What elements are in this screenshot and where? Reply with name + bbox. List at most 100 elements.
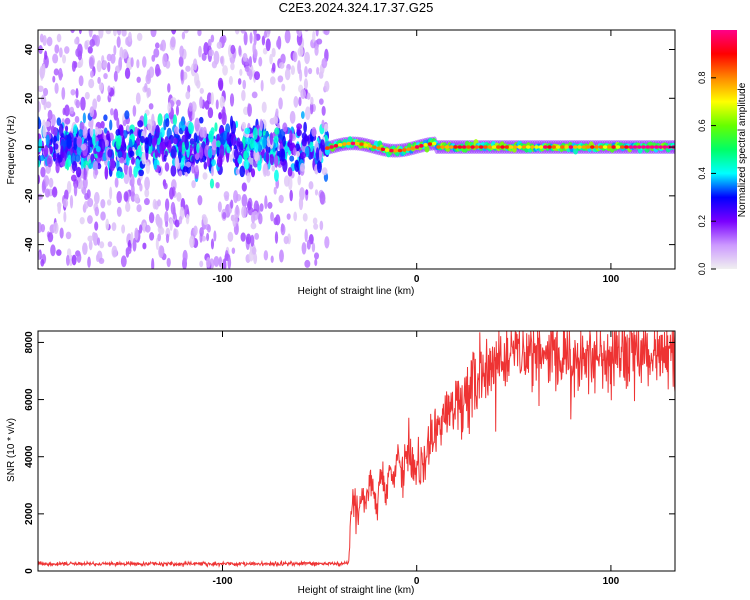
spectrogram-cell [74, 38, 78, 45]
spectrogram-cell [231, 247, 236, 254]
spectrogram-cell [316, 38, 323, 45]
spectrogram-cell [94, 206, 100, 217]
colorbar-tick-label: 0.4 [697, 167, 707, 180]
spectrogram-cell [241, 194, 248, 208]
spectrogram-cell [110, 108, 114, 116]
spectrogram-cell [216, 156, 223, 168]
spectrogram-cell [632, 145, 638, 149]
spectrogram-cell [38, 138, 43, 150]
spectrogram-cell [286, 213, 291, 220]
spectrogram-cell [69, 106, 75, 115]
spectrogram-cell [244, 65, 250, 72]
spectrogram-cell [158, 245, 164, 259]
spectrogram-cell [151, 54, 156, 62]
colorbar-tick-label: 0.6 [697, 119, 707, 132]
spectrogram-cell [182, 249, 188, 263]
spectrogram-cell [304, 106, 311, 120]
spectrogram-cell [53, 221, 59, 235]
spectrogram-cell [180, 69, 184, 81]
spectrogram-cell [107, 85, 111, 93]
spectrogram-cell [218, 112, 222, 120]
spectrogram-cell [261, 35, 266, 46]
colorbar: 0.0 0.2 0.4 0.6 0.8 Normalized spectral ampl… [697, 30, 748, 275]
spectrogram-cell [46, 155, 53, 168]
spectrogram-cell [145, 161, 151, 175]
spectrogram-cell [137, 120, 144, 128]
spectrogram-cell [172, 114, 177, 126]
spectrogram-cell [204, 100, 210, 110]
x-tick-label: 100 [603, 274, 620, 285]
spectrogram-cell [163, 154, 167, 162]
spectrogram-cell [62, 54, 67, 64]
spectrogram-cell [273, 217, 278, 226]
spectrogram-cell [121, 135, 126, 148]
spectrogram-cell [216, 145, 220, 157]
spectrogram-cell [144, 82, 148, 92]
spectrogram-cell [547, 145, 552, 149]
spectrogram-cell [311, 126, 317, 137]
spectrogram-cell [269, 153, 274, 166]
spectrogram-cell [483, 145, 488, 149]
spectrogram-cell [89, 106, 95, 118]
spectrogram-cell [389, 148, 394, 153]
spectrogram-cell [271, 165, 276, 172]
spectrogram-cell [397, 148, 403, 153]
y-tick-label: 6000 [24, 388, 35, 411]
spectrogram-cell [56, 201, 62, 209]
spectrogram-cell [424, 145, 430, 153]
spectrogram-cell [423, 143, 428, 147]
spectrogram-cell [143, 198, 150, 206]
spectrogram-cell [174, 156, 180, 169]
spectrogram-cell [128, 165, 133, 178]
spectrogram-cell [227, 231, 234, 242]
spectrogram-cell [139, 135, 145, 144]
spectrogram-cell [309, 102, 314, 115]
spectrogram-cell [293, 96, 299, 108]
spectrogram-cell [111, 222, 117, 232]
spectrogram-cell [504, 145, 510, 149]
spectrogram-cell [319, 220, 324, 231]
spectrogram-cell [129, 150, 135, 157]
spectrogram-cell [193, 225, 198, 236]
spectrogram-cell [641, 145, 646, 149]
spectrogram-cell [147, 119, 153, 132]
spectrogram-cell [89, 56, 94, 70]
spectrogram-cell [116, 206, 122, 217]
spectrogram-cell [38, 116, 41, 125]
spectrogram-cell [78, 30, 82, 35]
spectrogram-cell [51, 186, 58, 198]
spectrogram-cell [572, 145, 578, 149]
spectrogram-cell [208, 130, 214, 143]
spectrogram-cell [289, 189, 293, 202]
spectrogram-cell [259, 203, 264, 212]
spectrogram-cell [238, 45, 242, 56]
snr-series [38, 331, 675, 568]
spectrogram-cell [182, 166, 189, 173]
spectrogram-cell [202, 172, 208, 180]
spectrogram-cell [174, 126, 179, 135]
y-tick-label: 2000 [24, 502, 35, 525]
spectrogram-cell [303, 78, 309, 90]
spectrogram-cell [538, 145, 544, 149]
spectrogram-cell [129, 179, 133, 186]
spectrogram-cell [124, 67, 131, 80]
spectrogram-cell [333, 144, 339, 148]
spectrogram-cell [222, 106, 226, 120]
spectrogram-cell [144, 140, 149, 154]
spectrogram-cell [525, 145, 531, 149]
spectrogram-cell [645, 145, 651, 149]
spectrogram-cell [189, 138, 195, 145]
spectrogram-cell [71, 161, 78, 172]
spectrogram-cell [121, 224, 126, 234]
spectrogram-cell [99, 241, 105, 249]
spectrogram-cell [568, 145, 574, 149]
spectrogram-cell [363, 143, 369, 147]
spectrogram-cell [293, 211, 298, 222]
spectrogram-cell [316, 159, 322, 174]
spectrogram-cell [304, 259, 311, 268]
spectrogram-cell [92, 98, 98, 111]
spectrogram-cell [102, 60, 108, 69]
spectrogram-cell [167, 83, 171, 93]
spectrogram-cell [241, 205, 247, 219]
